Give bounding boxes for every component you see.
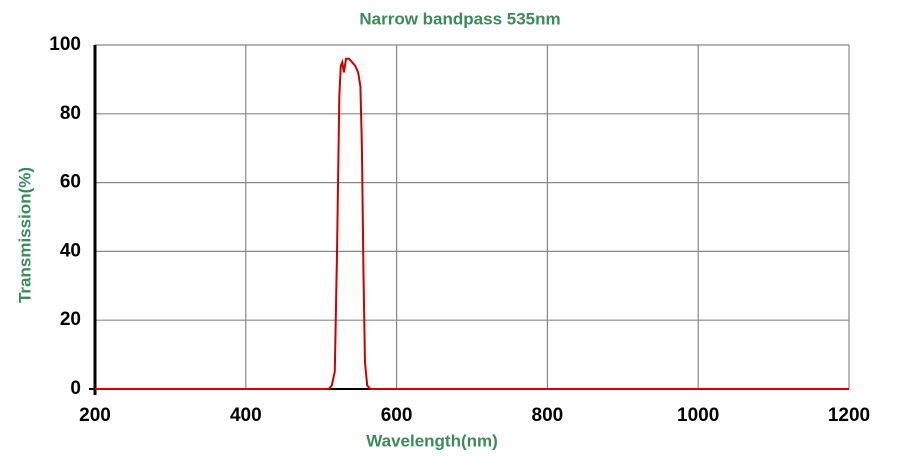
x-tick-label: 1200 [828,405,870,426]
y-tick-label: 0 [70,378,81,399]
y-axis-label: Transmission(%) [15,167,34,303]
x-tick-label: 800 [532,405,564,426]
y-tick-label: 20 [60,309,81,330]
x-tick-label: 600 [381,405,413,426]
x-axis-label: Wavelength(nm) [366,431,498,450]
data-line [95,57,849,390]
y-tick-label: 80 [60,103,81,124]
x-tick-label: 1000 [677,405,719,426]
y-tick-label: 60 [60,172,81,193]
chart-title: Narrow bandpass 535nm [359,9,560,28]
x-tick-label: 400 [230,405,262,426]
y-tick-label: 40 [60,240,81,261]
y-tick-label: 100 [49,34,81,55]
x-tick-label: 200 [79,405,111,426]
